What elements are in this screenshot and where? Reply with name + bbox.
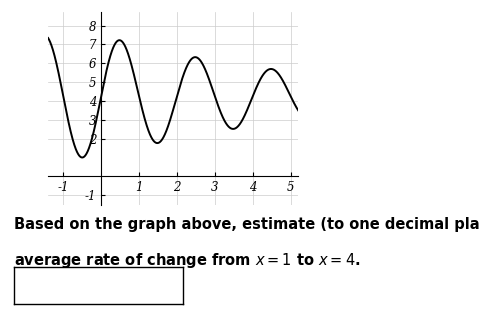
Text: average rate of change from $x = 1$ to $x = 4$.: average rate of change from $x = 1$ to $… [14, 251, 360, 270]
Text: Based on the graph above, estimate (to one decimal place) the: Based on the graph above, estimate (to o… [14, 217, 480, 232]
